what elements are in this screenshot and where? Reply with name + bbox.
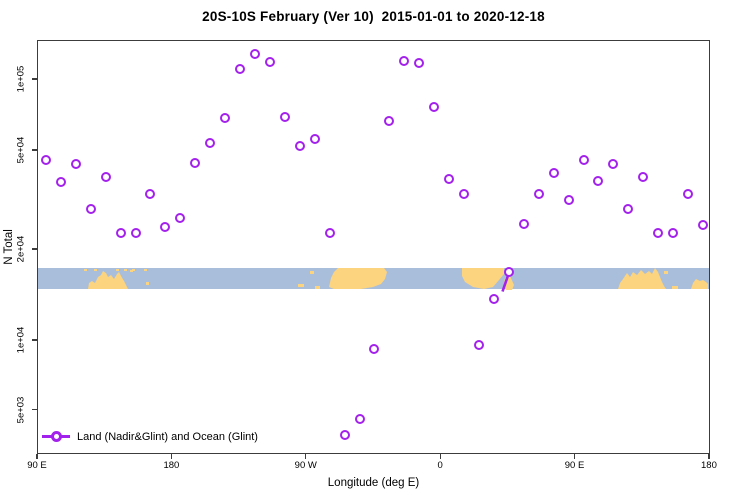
- data-point: [294, 140, 305, 151]
- x-tick-mark: [439, 454, 441, 459]
- x-tick-mark: [36, 454, 38, 459]
- data-point: [414, 57, 425, 68]
- data-point: [623, 203, 634, 214]
- y-tick-mark: [32, 78, 37, 80]
- y-tick-mark: [32, 248, 37, 250]
- y-tick-mark: [32, 408, 37, 411]
- x-tick-label: 180: [701, 460, 717, 471]
- x-tick-label: 90 W: [294, 460, 317, 471]
- x-tick-label: 0: [437, 460, 443, 471]
- data-point: [160, 222, 171, 233]
- data-point: [115, 227, 126, 238]
- x-tick-label: 180: [163, 460, 180, 471]
- x-tick-mark: [170, 454, 173, 459]
- legend-label: Land (Nadir&Glint) and Ocean (Glint): [77, 430, 258, 443]
- data-point: [70, 159, 81, 170]
- data-point: [369, 344, 380, 355]
- x-axis-title: Longitude (deg E): [327, 477, 420, 489]
- world-map-strip: [38, 268, 709, 292]
- data-point: [548, 168, 559, 179]
- series-line-segment: [501, 275, 510, 292]
- x-tick-label: 90 E: [564, 460, 585, 471]
- data-point: [399, 56, 410, 67]
- land-polygon: [691, 279, 708, 289]
- data-point: [578, 154, 589, 165]
- data-point: [503, 266, 514, 277]
- data-point: [384, 115, 395, 126]
- data-point: [668, 227, 679, 238]
- y-tick-mark: [32, 149, 37, 151]
- land-speck: [315, 286, 320, 289]
- data-point: [563, 194, 574, 205]
- data-point: [279, 112, 290, 122]
- land-speck: [84, 269, 87, 271]
- data-point: [653, 227, 664, 238]
- land-speck: [94, 269, 97, 271]
- data-point: [55, 176, 66, 187]
- land-polygon: [88, 271, 128, 289]
- x-tick-mark: [573, 454, 576, 459]
- data-point: [175, 213, 186, 224]
- data-point: [130, 227, 141, 238]
- data-point: [100, 172, 111, 183]
- data-point: [250, 48, 260, 59]
- land-speck: [310, 271, 314, 274]
- land-speck: [132, 269, 135, 271]
- land-speck: [144, 269, 147, 271]
- land-speck: [116, 269, 119, 271]
- legend-marker-circle-icon: [50, 431, 62, 442]
- chart-title: 20S-10S February (Ver 10) 2015-01-01 to …: [202, 9, 545, 24]
- data-point: [473, 340, 484, 351]
- y-tick-mark: [32, 339, 37, 341]
- x-tick-mark: [708, 454, 710, 459]
- land-speck: [672, 286, 678, 289]
- data-point: [324, 227, 335, 238]
- data-point: [518, 219, 529, 230]
- data-point: [85, 203, 96, 214]
- data-point: [235, 64, 246, 75]
- data-point: [145, 188, 156, 199]
- land-speck: [298, 284, 304, 287]
- data-point: [608, 159, 619, 170]
- land-polygon: [329, 268, 387, 289]
- data-point: [205, 138, 216, 149]
- land-speck: [130, 270, 133, 272]
- data-point: [593, 176, 604, 187]
- data-point: [459, 188, 470, 199]
- land-polygon: [618, 268, 666, 289]
- data-point: [190, 158, 201, 169]
- land-polygon: [462, 268, 504, 289]
- land-speck: [124, 269, 127, 271]
- data-point: [533, 188, 544, 199]
- data-point: [354, 413, 365, 424]
- x-tick-label: 90 E: [27, 460, 47, 471]
- data-point: [683, 188, 694, 199]
- land-speck: [146, 282, 149, 285]
- data-point: [444, 174, 455, 185]
- data-point: [309, 133, 320, 144]
- data-point: [220, 113, 231, 124]
- data-point: [339, 429, 350, 440]
- land-speck: [664, 271, 668, 274]
- plot-area: [37, 40, 710, 454]
- data-point: [697, 219, 708, 230]
- data-point: [264, 57, 275, 68]
- data-point: [40, 154, 51, 165]
- x-tick-mark: [305, 454, 307, 459]
- data-point: [429, 101, 440, 112]
- data-point: [488, 293, 499, 304]
- data-point: [638, 172, 649, 183]
